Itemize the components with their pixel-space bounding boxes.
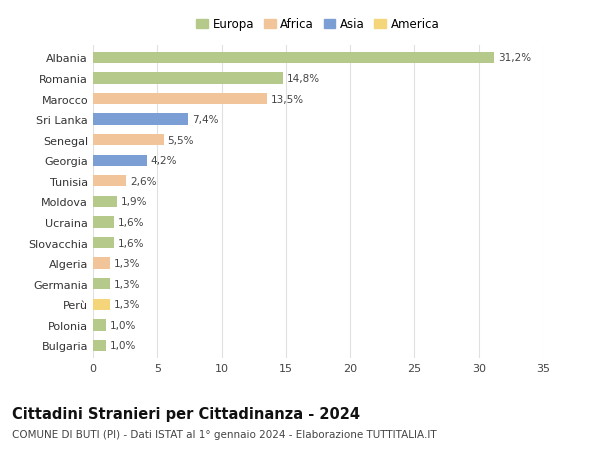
- Text: 31,2%: 31,2%: [498, 53, 531, 63]
- Text: 13,5%: 13,5%: [271, 94, 304, 104]
- Text: 1,0%: 1,0%: [110, 341, 136, 351]
- Bar: [93, 340, 106, 351]
- Text: 14,8%: 14,8%: [287, 74, 320, 84]
- Text: Cittadini Stranieri per Cittadinanza - 2024: Cittadini Stranieri per Cittadinanza - 2…: [12, 406, 360, 421]
- Text: 1,9%: 1,9%: [121, 197, 148, 207]
- Text: 4,2%: 4,2%: [151, 156, 178, 166]
- Text: 1,3%: 1,3%: [113, 258, 140, 269]
- Text: 2,6%: 2,6%: [130, 176, 157, 186]
- Text: COMUNE DI BUTI (PI) - Dati ISTAT al 1° gennaio 2024 - Elaborazione TUTTITALIA.IT: COMUNE DI BUTI (PI) - Dati ISTAT al 1° g…: [12, 429, 437, 439]
- Bar: [93, 319, 106, 331]
- Bar: [93, 279, 110, 290]
- Text: 7,4%: 7,4%: [192, 115, 218, 125]
- Bar: [93, 155, 147, 167]
- Bar: [93, 299, 110, 310]
- Bar: [93, 176, 127, 187]
- Bar: [93, 217, 113, 228]
- Bar: [93, 53, 494, 64]
- Bar: [93, 73, 283, 84]
- Bar: [93, 196, 118, 207]
- Text: 1,0%: 1,0%: [110, 320, 136, 330]
- Text: 1,6%: 1,6%: [118, 238, 144, 248]
- Bar: [93, 258, 110, 269]
- Bar: [93, 114, 188, 125]
- Bar: [93, 94, 266, 105]
- Text: 1,6%: 1,6%: [118, 218, 144, 228]
- Text: 5,5%: 5,5%: [167, 135, 194, 146]
- Bar: [93, 134, 164, 146]
- Text: 1,3%: 1,3%: [113, 279, 140, 289]
- Legend: Europa, Africa, Asia, America: Europa, Africa, Asia, America: [194, 16, 442, 34]
- Bar: [93, 237, 113, 249]
- Text: 1,3%: 1,3%: [113, 300, 140, 310]
